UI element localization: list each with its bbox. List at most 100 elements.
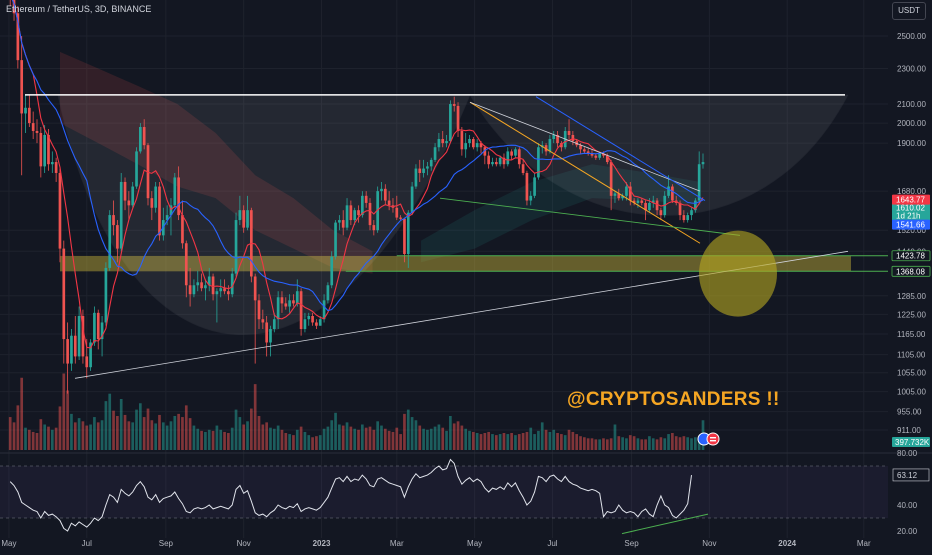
candle-body <box>96 312 100 340</box>
volume-bar <box>640 439 644 450</box>
price-tick-label: 1285.00 <box>897 292 926 301</box>
candle-body <box>200 282 203 289</box>
event-flag-icon[interactable] <box>697 432 721 446</box>
rsi-tick-label: 20.00 <box>897 527 918 536</box>
volume-bar <box>364 427 368 450</box>
candle-body <box>81 316 85 357</box>
candle-body <box>590 153 594 156</box>
volume-bar <box>227 433 230 450</box>
candle-body <box>410 186 414 213</box>
price-axis[interactable]: 2500.00 2300.00 2100.00 2000.00 1900.00 1680.… <box>897 32 926 435</box>
candle-body <box>253 276 257 301</box>
candle-body <box>54 162 58 173</box>
volume-bar <box>628 435 632 450</box>
volume-bar <box>357 429 360 450</box>
volume-bar <box>387 430 391 450</box>
candle-body <box>318 319 322 326</box>
candle-body <box>292 300 295 304</box>
candle-body <box>403 218 406 255</box>
candle-body <box>468 139 471 144</box>
candle-body <box>586 151 590 154</box>
candles <box>9 0 705 394</box>
candle-body <box>579 145 582 150</box>
candle-body <box>85 356 89 368</box>
candle-body <box>475 143 479 148</box>
price-tag <box>891 250 931 262</box>
candle-body <box>307 316 311 320</box>
candle-body <box>429 159 433 167</box>
volume-bar <box>621 437 624 450</box>
volume-bar <box>334 412 337 450</box>
volume-bar <box>62 373 66 450</box>
time-axis[interactable]: May Jul Sep Nov 2023 Mar May Jul Sep Nov 2024 Mar <box>1 539 871 548</box>
candle-body <box>690 210 693 216</box>
volume-bar <box>586 438 590 450</box>
volume-bar <box>464 428 468 450</box>
volume-bar <box>177 413 180 450</box>
volume-bar <box>678 437 682 450</box>
price-tick-label: 1165.00 <box>897 330 926 339</box>
volume-bar <box>8 417 12 450</box>
candle-body <box>39 132 43 167</box>
candle-body <box>479 143 483 148</box>
volume-bar <box>433 426 437 450</box>
volume-bar <box>361 424 364 450</box>
volume-bar <box>594 439 598 450</box>
volume-bar <box>204 431 207 450</box>
price-tag-label: 1423.78 <box>896 252 925 261</box>
candle-body <box>433 147 437 160</box>
candle-body <box>104 267 108 323</box>
currency-button[interactable]: USDT <box>892 2 926 20</box>
volume-bar <box>295 429 299 450</box>
candle-body <box>66 339 69 364</box>
rsi-divergence-line <box>621 513 709 535</box>
price-tag <box>892 194 930 205</box>
candle-body <box>625 186 628 196</box>
candle-body <box>345 205 349 228</box>
drawings <box>25 94 888 379</box>
volume-bar <box>265 422 268 450</box>
candle-body <box>368 202 372 226</box>
price-tick-label: 1225.00 <box>897 310 926 319</box>
candle-body <box>605 155 609 163</box>
volume-bar <box>184 405 188 450</box>
price-tag <box>892 202 930 221</box>
volume-bar <box>686 437 690 450</box>
volume-bar <box>154 423 157 450</box>
volume-bar <box>533 434 536 450</box>
volume-bar <box>326 426 330 450</box>
candle-body <box>265 322 268 343</box>
candle-body <box>139 127 142 152</box>
volume-bar <box>667 434 670 450</box>
support-trendline-green <box>439 197 741 236</box>
volume-tag <box>892 437 930 447</box>
candle-body <box>502 157 506 165</box>
candle-body <box>341 220 345 228</box>
symbol-title[interactable]: Ethereum / TetherUS, 3D, BINANCE <box>6 4 152 14</box>
volume-bar <box>449 416 452 450</box>
candle-body <box>671 186 674 201</box>
price-tick-label: 955.00 <box>897 408 922 417</box>
volume-bar <box>299 426 303 450</box>
volume-bar <box>161 422 165 450</box>
volume-bar <box>207 429 211 450</box>
volume-bar <box>292 435 295 450</box>
time-tick-label: 2023 <box>313 539 331 548</box>
candle-body <box>353 210 357 221</box>
candle-body <box>276 297 280 320</box>
volume-bar <box>276 425 280 450</box>
volume-bar <box>96 422 100 450</box>
volume-bar <box>16 405 20 450</box>
volume-bar <box>590 438 594 450</box>
candle-body <box>227 291 230 295</box>
candle-body <box>364 195 368 203</box>
volume-bar <box>609 438 613 450</box>
volume-bar <box>58 406 62 450</box>
price-tag-label: 1368.08 <box>896 267 925 276</box>
volume-bar <box>414 420 418 450</box>
volume-bar <box>12 422 16 450</box>
volume-bar <box>648 436 651 450</box>
rsi-band <box>0 466 888 518</box>
